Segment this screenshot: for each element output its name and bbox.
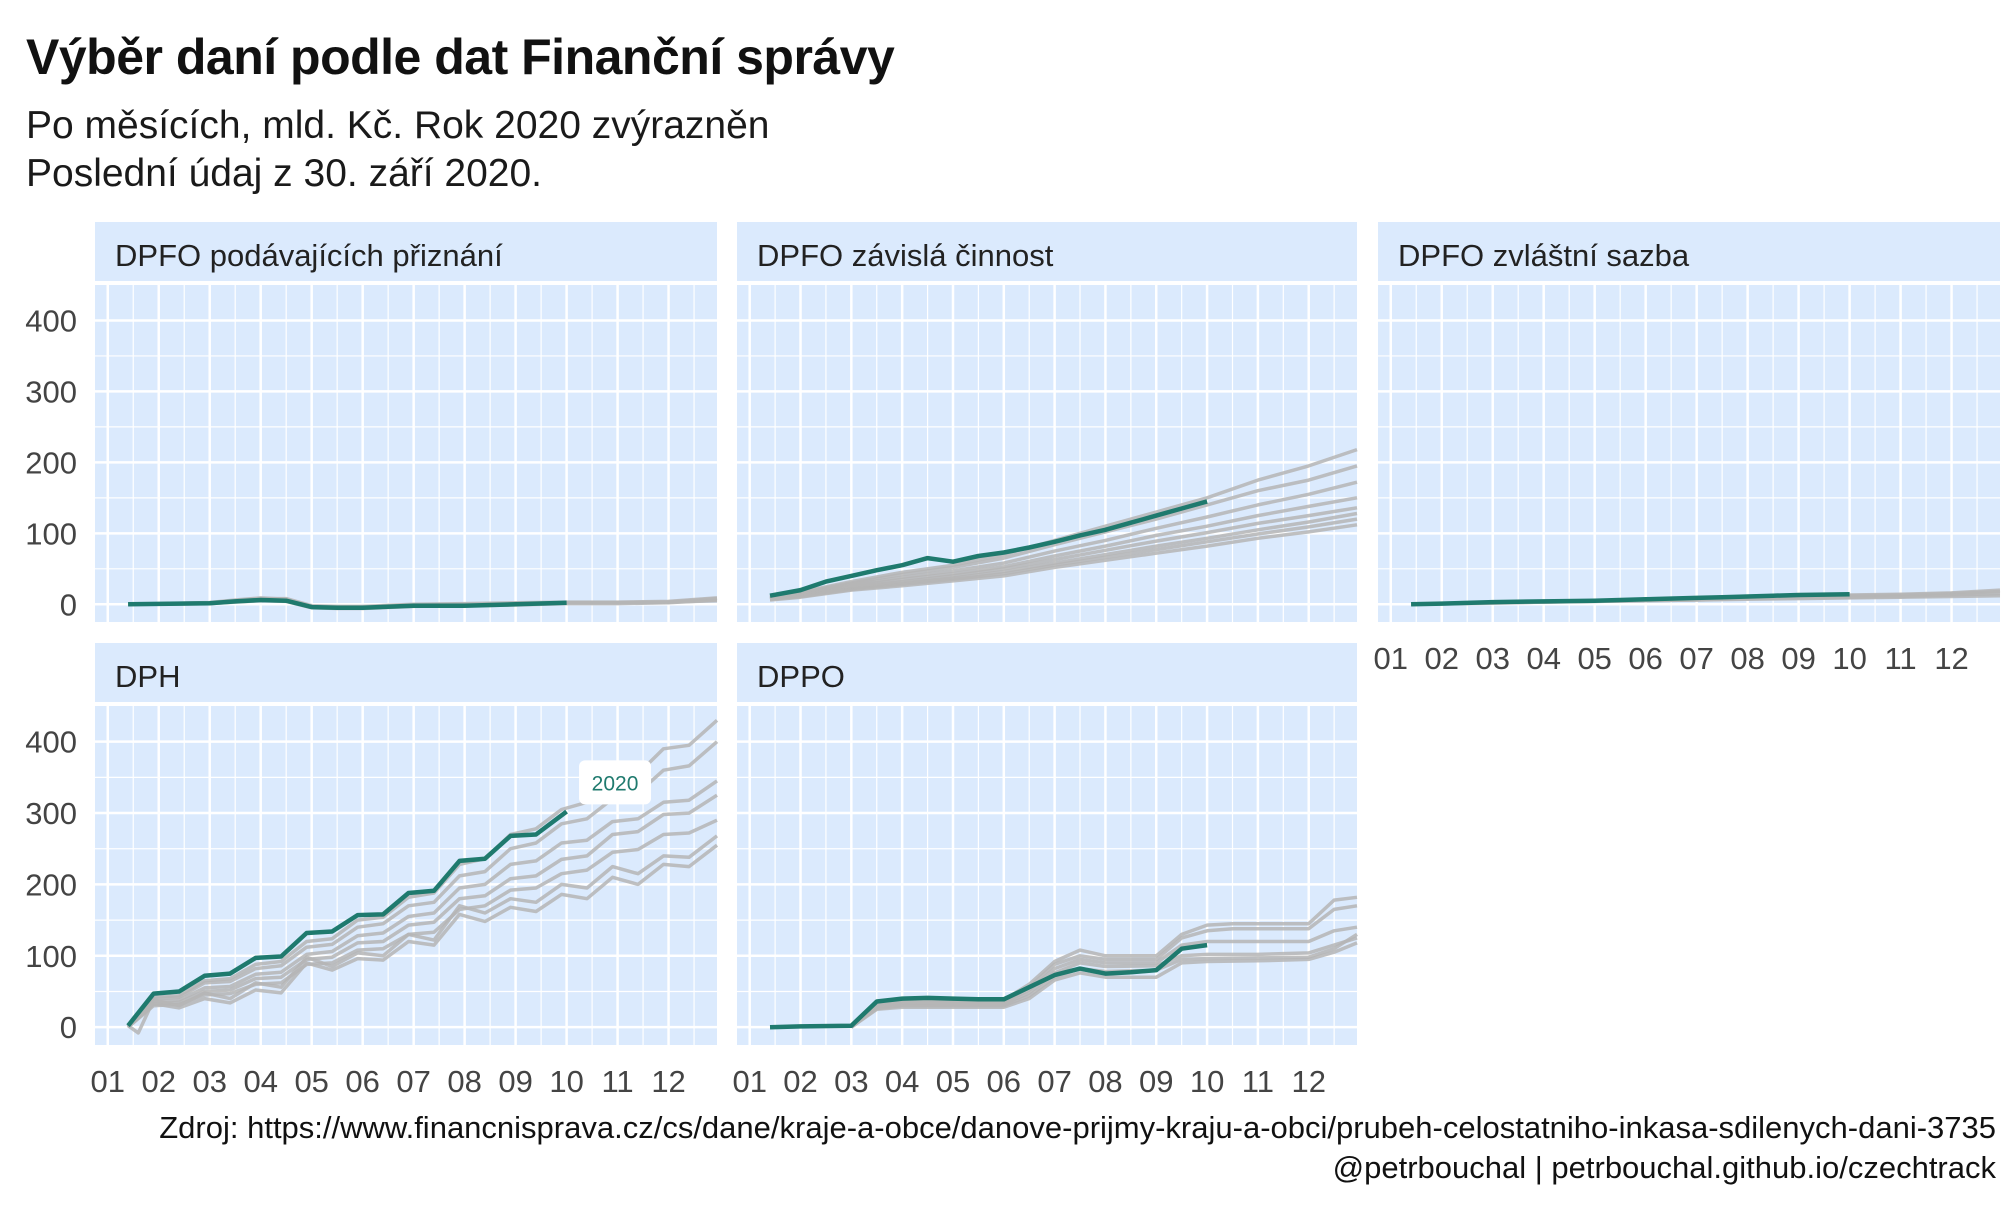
history-series-line [126,793,718,1029]
y-tick-label: 200 [25,445,77,480]
panel-strip-label: DPFO podávajících přiznání [115,238,503,273]
y-tick-label: 100 [25,516,77,551]
y-tick-label: 400 [25,725,77,760]
history-series-group [769,447,1358,602]
panel-plot-area [737,285,1357,622]
x-tick-label: 08 [1730,641,1764,676]
x-tick-label: 09 [498,1064,532,1099]
chart-subtitle-line2: Poslední údaj z 30. září 2020. [26,152,543,195]
history-series-line [126,843,719,1028]
x-tick-label: 12 [1291,1064,1325,1099]
panel-strip [737,643,1357,702]
gridlines [737,706,1357,1045]
x-tick-label: 06 [345,1064,379,1099]
x-tick-label: 12 [1934,641,1968,676]
x-tick-label: 01 [91,1064,125,1099]
x-tick-label: 02 [1424,641,1458,676]
x-tick-label: 09 [1781,641,1815,676]
series-2020-line [1411,592,1850,607]
panel-dpfo-podavajicich-priznani: DPFO podávajících přiznání 0 100 200 300 400 [25,222,718,622]
x-tick-label: 03 [834,1064,868,1099]
author-caption: @petrbouchal | petrbouchal.github.io/cze… [1332,1150,1996,1185]
y-tick-label: 0 [60,587,77,622]
panel-strip [95,643,717,702]
series-2020-line [126,809,568,1028]
x-tick-label: 11 [601,1064,633,1099]
y-tick-label: 300 [25,374,77,409]
history-series-line [850,941,1358,1029]
panel-dpfo-zvlastni-sazba: DPFO zvláštní sazba 01 02 03 04 05 06 07 08 09 10 1… [1374,222,2001,676]
x-tick-label: 07 [1037,1064,1071,1099]
panel-strip [737,222,1357,281]
x-tick-label: 12 [651,1064,685,1099]
history-series-line [126,818,718,1029]
x-tick-label: 02 [141,1064,175,1099]
x-tick-label: 01 [732,1064,766,1099]
x-tick-label: 08 [1088,1064,1122,1099]
x-tick-label: 11 [1884,641,1916,676]
panel-strip-label: DPFO zvláštní sazba [1398,238,1690,273]
gridlines [737,285,1357,622]
chart-subtitle-line1: Po měsících, mld. Kč. Rok 2020 zvýrazněn [26,104,770,147]
x-tick-label: 03 [1475,641,1509,676]
y-tick-label: 200 [25,867,77,902]
panel-plot-area [737,706,1357,1045]
series-2020-line [128,597,567,611]
chart-title: Výběr daní podle dat Finanční správy [26,29,895,85]
gridlines [1378,285,2000,622]
y-tick-label: 100 [25,939,77,974]
panel-strip-label: DPPO [757,659,845,694]
series-2020-line [769,499,1208,598]
panel-dph: DPH 0 100 200 300 400 2020 01 02 03 04 05 06 07 08 09 10… [25,643,719,1099]
x-tick-label: 05 [1577,641,1611,676]
panel-strip [1378,222,2000,281]
history-series-line [127,834,719,1035]
panel-strip-label: DPFO závislá činnost [757,238,1054,273]
y-tick-label: 300 [25,796,77,831]
x-tick-label: 04 [243,1064,277,1099]
series-2020-line [769,942,1208,1030]
x-tick-label: 04 [1526,641,1560,676]
x-tick-label: 08 [447,1064,481,1099]
x-tick-label: 06 [987,1064,1021,1099]
x-tick-label: 06 [1628,641,1662,676]
x-tick-label: 09 [1139,1064,1173,1099]
panel-plot-area [1378,285,2000,622]
panel-strip-label: DPH [115,659,180,694]
annotation-box [579,760,652,805]
x-tick-label: 07 [396,1064,430,1099]
history-series-line [126,779,718,1029]
x-tick-label: 07 [1679,641,1713,676]
gridlines [95,285,717,622]
panel-dppo: DPPO 01 02 03 04 05 06 07 08 09 10 11 12 [732,643,1358,1099]
x-tick-label: 05 [936,1064,970,1099]
x-tick-label: 11 [1242,1064,1274,1099]
x-tick-label: 10 [1190,1064,1224,1099]
x-tick-label: 02 [783,1064,817,1099]
x-tick-label: 03 [192,1064,226,1099]
y-tick-label: 400 [25,303,77,338]
x-tick-label: 10 [549,1064,583,1099]
panel-strip [95,222,717,281]
y-tick-label: 0 [60,1010,77,1045]
panel-dpfo-zavisla-cinnost: DPFO závislá činnost [737,222,1358,622]
annotation-2020-label: 2020 [592,772,639,795]
history-series-line [769,523,1358,602]
x-tick-label: 01 [1374,641,1408,676]
source-caption: Zdroj: https://www.financnisprava.cz/cs/… [159,1110,1996,1145]
x-tick-label: 04 [885,1064,919,1099]
x-tick-label: 10 [1832,641,1866,676]
x-tick-label: 05 [294,1064,328,1099]
panel-plot-area [95,285,717,622]
